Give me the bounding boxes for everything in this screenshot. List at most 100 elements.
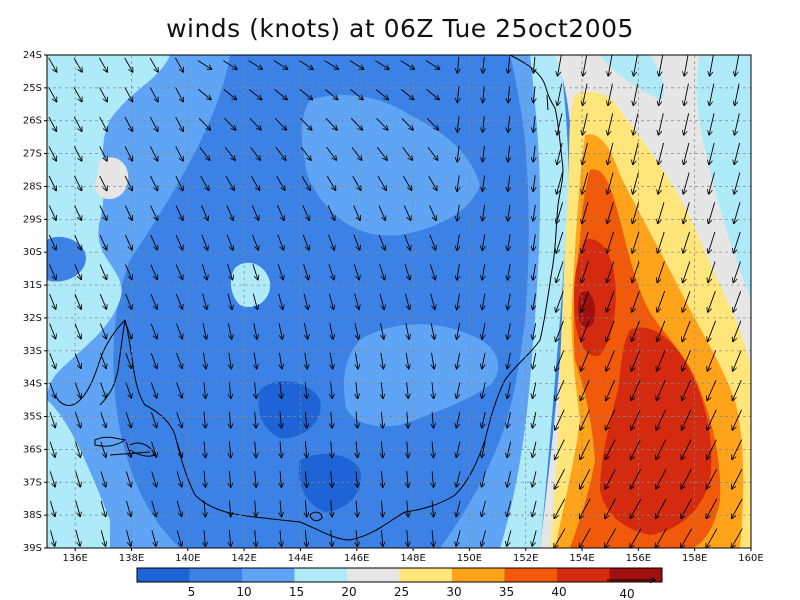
wind-arrow	[532, 471, 537, 487]
wind-arrow	[507, 352, 511, 369]
colorbar: 5 10 15 20 25 30 35 40 40	[136, 567, 663, 600]
wind-arrow	[533, 263, 536, 280]
wind-arrow	[457, 293, 460, 310]
wind-arrow	[379, 293, 384, 309]
wind-arrow	[734, 231, 741, 253]
wind-arrow	[253, 323, 257, 339]
wind-arrow	[483, 145, 485, 162]
wind-arrow	[732, 498, 743, 518]
wind-arrow	[150, 293, 157, 309]
wind-arrow	[407, 470, 408, 487]
wind-arrow	[709, 172, 715, 194]
wind-arrow	[734, 113, 740, 134]
latitude-labels: 24S 25S 26S 27S 28S 29S 30S 31S 32S 33S 34S 35S 36S 3…	[23, 50, 47, 554]
wind-arrow	[401, 117, 413, 130]
wind-arrow	[404, 264, 410, 279]
lon-tick-label: 138E	[119, 553, 144, 564]
reference-vector-label: 40	[619, 587, 634, 600]
wind-arrow	[432, 441, 433, 457]
wind-arrow	[656, 498, 667, 518]
wind-arrow	[732, 409, 742, 430]
lat-tick-label: 24S	[23, 50, 42, 61]
wind-arrow	[556, 320, 564, 342]
colorbar-swatch	[504, 568, 558, 582]
wind-arrow	[176, 530, 181, 545]
lon-tick-label: 148E	[400, 553, 425, 564]
wind-arrow	[125, 471, 131, 486]
lon-tick-label: 156E	[626, 553, 651, 564]
wind-arrow	[657, 261, 665, 283]
wind-arrow	[457, 116, 459, 132]
wind-arrow	[684, 55, 689, 76]
wind-arrow	[227, 264, 233, 279]
lat-tick-label: 35S	[23, 412, 42, 423]
wind-arrow	[124, 57, 133, 72]
wind-arrow	[581, 291, 590, 312]
wind-arrow	[425, 60, 440, 70]
wind-arrow	[682, 379, 692, 400]
wind-arrow	[376, 146, 387, 160]
colorbar-swatch	[452, 568, 505, 582]
wind-arrow	[631, 379, 641, 400]
wind-arrow	[125, 264, 131, 280]
wind-arrow	[632, 320, 640, 342]
wind-arrow	[381, 411, 382, 428]
wind-arrow	[707, 350, 717, 370]
wind-arrow	[657, 291, 666, 312]
wind-arrow	[75, 471, 81, 486]
wind-arrow	[508, 263, 511, 280]
wind-arrow	[324, 60, 339, 70]
lat-tick-label: 31S	[23, 280, 42, 291]
wind-arrow	[582, 231, 589, 253]
wind-arrow	[356, 382, 358, 398]
wind-arrow	[482, 500, 486, 517]
wind-arrow	[583, 83, 588, 106]
wind-arrow	[125, 293, 132, 309]
wind-arrow	[429, 205, 436, 220]
wind-arrow	[735, 83, 740, 106]
lat-tick-label: 27S	[23, 149, 42, 160]
wind-arrow	[605, 498, 616, 518]
wind-arrow	[426, 117, 438, 130]
wind-arrow	[605, 468, 616, 489]
wind-arrow	[554, 528, 566, 548]
wind-arrow	[49, 264, 55, 280]
wind-arrow	[456, 441, 461, 458]
wind-arrow	[276, 176, 285, 190]
longitude-labels: 136E 138E 140E 142E 144E 146E 148E 150E 152E 154E…	[62, 548, 764, 564]
wind-arrow	[707, 379, 717, 400]
lat-tick-label: 36S	[23, 444, 42, 455]
wind-arrow	[75, 441, 81, 457]
wind-arrow	[124, 146, 132, 160]
wind-arrow	[482, 352, 486, 369]
colorbar-frame	[136, 567, 663, 583]
wind-arrow	[356, 500, 357, 517]
wind-arrow	[428, 176, 437, 190]
wind-arrow	[328, 234, 335, 250]
wind-arrow	[48, 57, 57, 72]
wind-arrow	[633, 142, 639, 164]
wind-arrow	[731, 528, 743, 548]
wind-arrow	[324, 89, 337, 99]
wind-arrow	[229, 352, 232, 369]
wind-arrow	[74, 264, 81, 280]
wind-arrow	[457, 234, 459, 250]
wind-arrow	[483, 56, 484, 73]
wind-arrow	[682, 320, 691, 342]
wind-arrow	[174, 57, 183, 72]
wind-arrow	[74, 323, 81, 339]
wind-arrow	[429, 234, 436, 250]
wind-arrow	[351, 146, 362, 160]
wind-arrow	[378, 205, 385, 220]
wind-arrow	[227, 323, 231, 339]
wind-arrow	[633, 83, 639, 106]
wind-arrow	[707, 439, 717, 460]
wind-arrow	[248, 89, 261, 99]
wind-arrow	[354, 293, 359, 309]
wind-arrow	[407, 382, 409, 398]
wind-arrow	[151, 500, 156, 516]
wind-arrow	[555, 350, 565, 370]
wind-arrow	[735, 55, 740, 76]
wind-arrow	[606, 320, 615, 342]
lon-tick-label: 154E	[569, 553, 594, 564]
